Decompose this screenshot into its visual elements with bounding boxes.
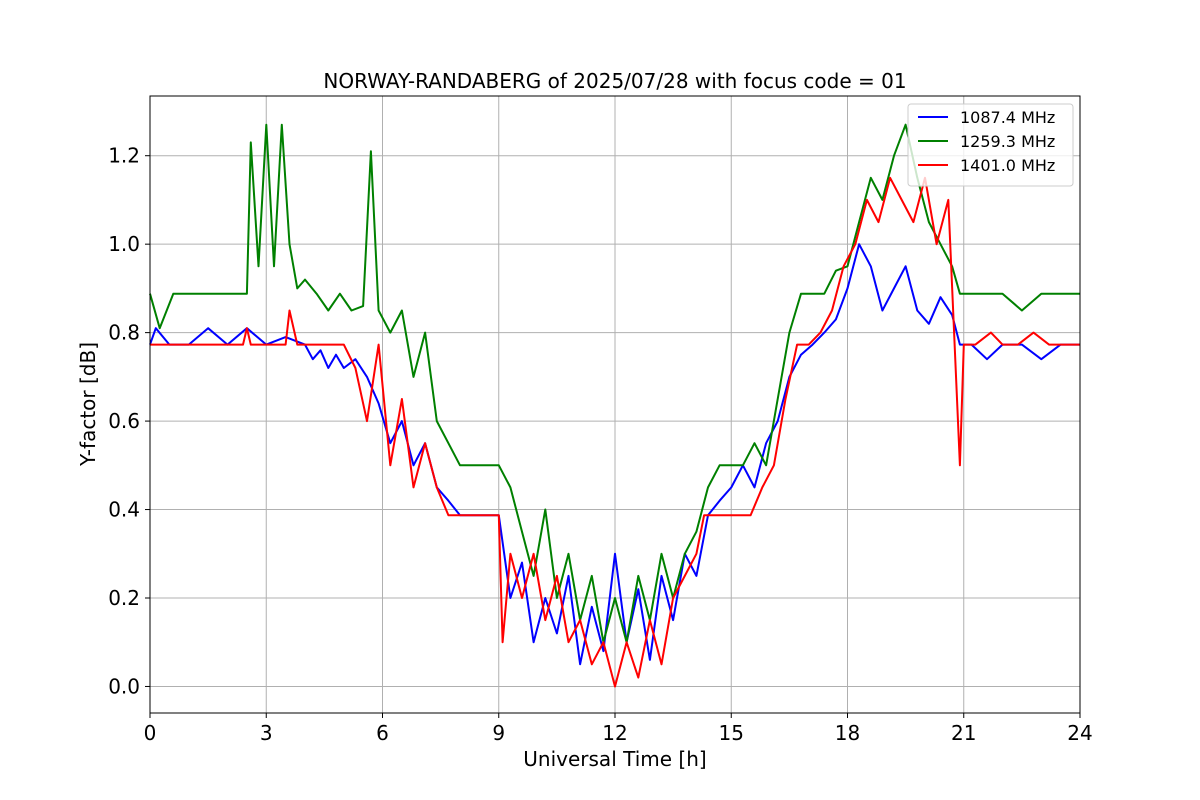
grid (149, 96, 1081, 713)
y-tick-label: 1.0 (108, 232, 140, 256)
y-tick-label: 0.4 (108, 498, 140, 522)
x-tick-label: 6 (376, 721, 389, 745)
x-tick-label: 18 (835, 721, 860, 745)
x-tick-label: 9 (492, 721, 505, 745)
x-tick-label: 0 (144, 721, 157, 745)
x-tick-label: 12 (602, 721, 627, 745)
series-line-3 (150, 176, 1080, 688)
y-tick-label: 1.2 (108, 144, 140, 168)
legend: 1087.4 MHz 1259.3 MHz 1401.0 MHz (907, 103, 1074, 187)
x-tick-label: 3 (260, 721, 273, 745)
y-axis: 0.0 0.2 0.4 0.6 0.8 1.0 1.2 (108, 144, 150, 698)
legend-label: 1401.0 MHz (960, 156, 1055, 175)
y-tick-label: 0.8 (108, 321, 140, 345)
chart-title: NORWAY-RANDABERG of 2025/07/28 with focu… (323, 69, 906, 93)
y-tick-label: 0.6 (108, 409, 140, 433)
y-tick-label: 0.0 (108, 674, 140, 698)
legend-box (907, 103, 1074, 187)
y-axis-label: Y-factor [dB] (76, 342, 100, 467)
series-line-2 (149, 123, 1080, 644)
x-tick-label: 24 (1067, 721, 1092, 745)
series-line-1 (149, 243, 1080, 666)
x-tick-label: 21 (951, 721, 976, 745)
legend-label: 1087.4 MHz (960, 108, 1055, 127)
x-axis-label: Universal Time [h] (523, 747, 706, 771)
legend-label: 1259.3 MHz (960, 132, 1055, 151)
x-tick-label: 15 (719, 721, 744, 745)
x-axis: 0 3 6 9 12 15 18 21 24 (144, 713, 1093, 745)
series-layer (149, 123, 1080, 688)
y-tick-label: 0.2 (108, 586, 140, 610)
